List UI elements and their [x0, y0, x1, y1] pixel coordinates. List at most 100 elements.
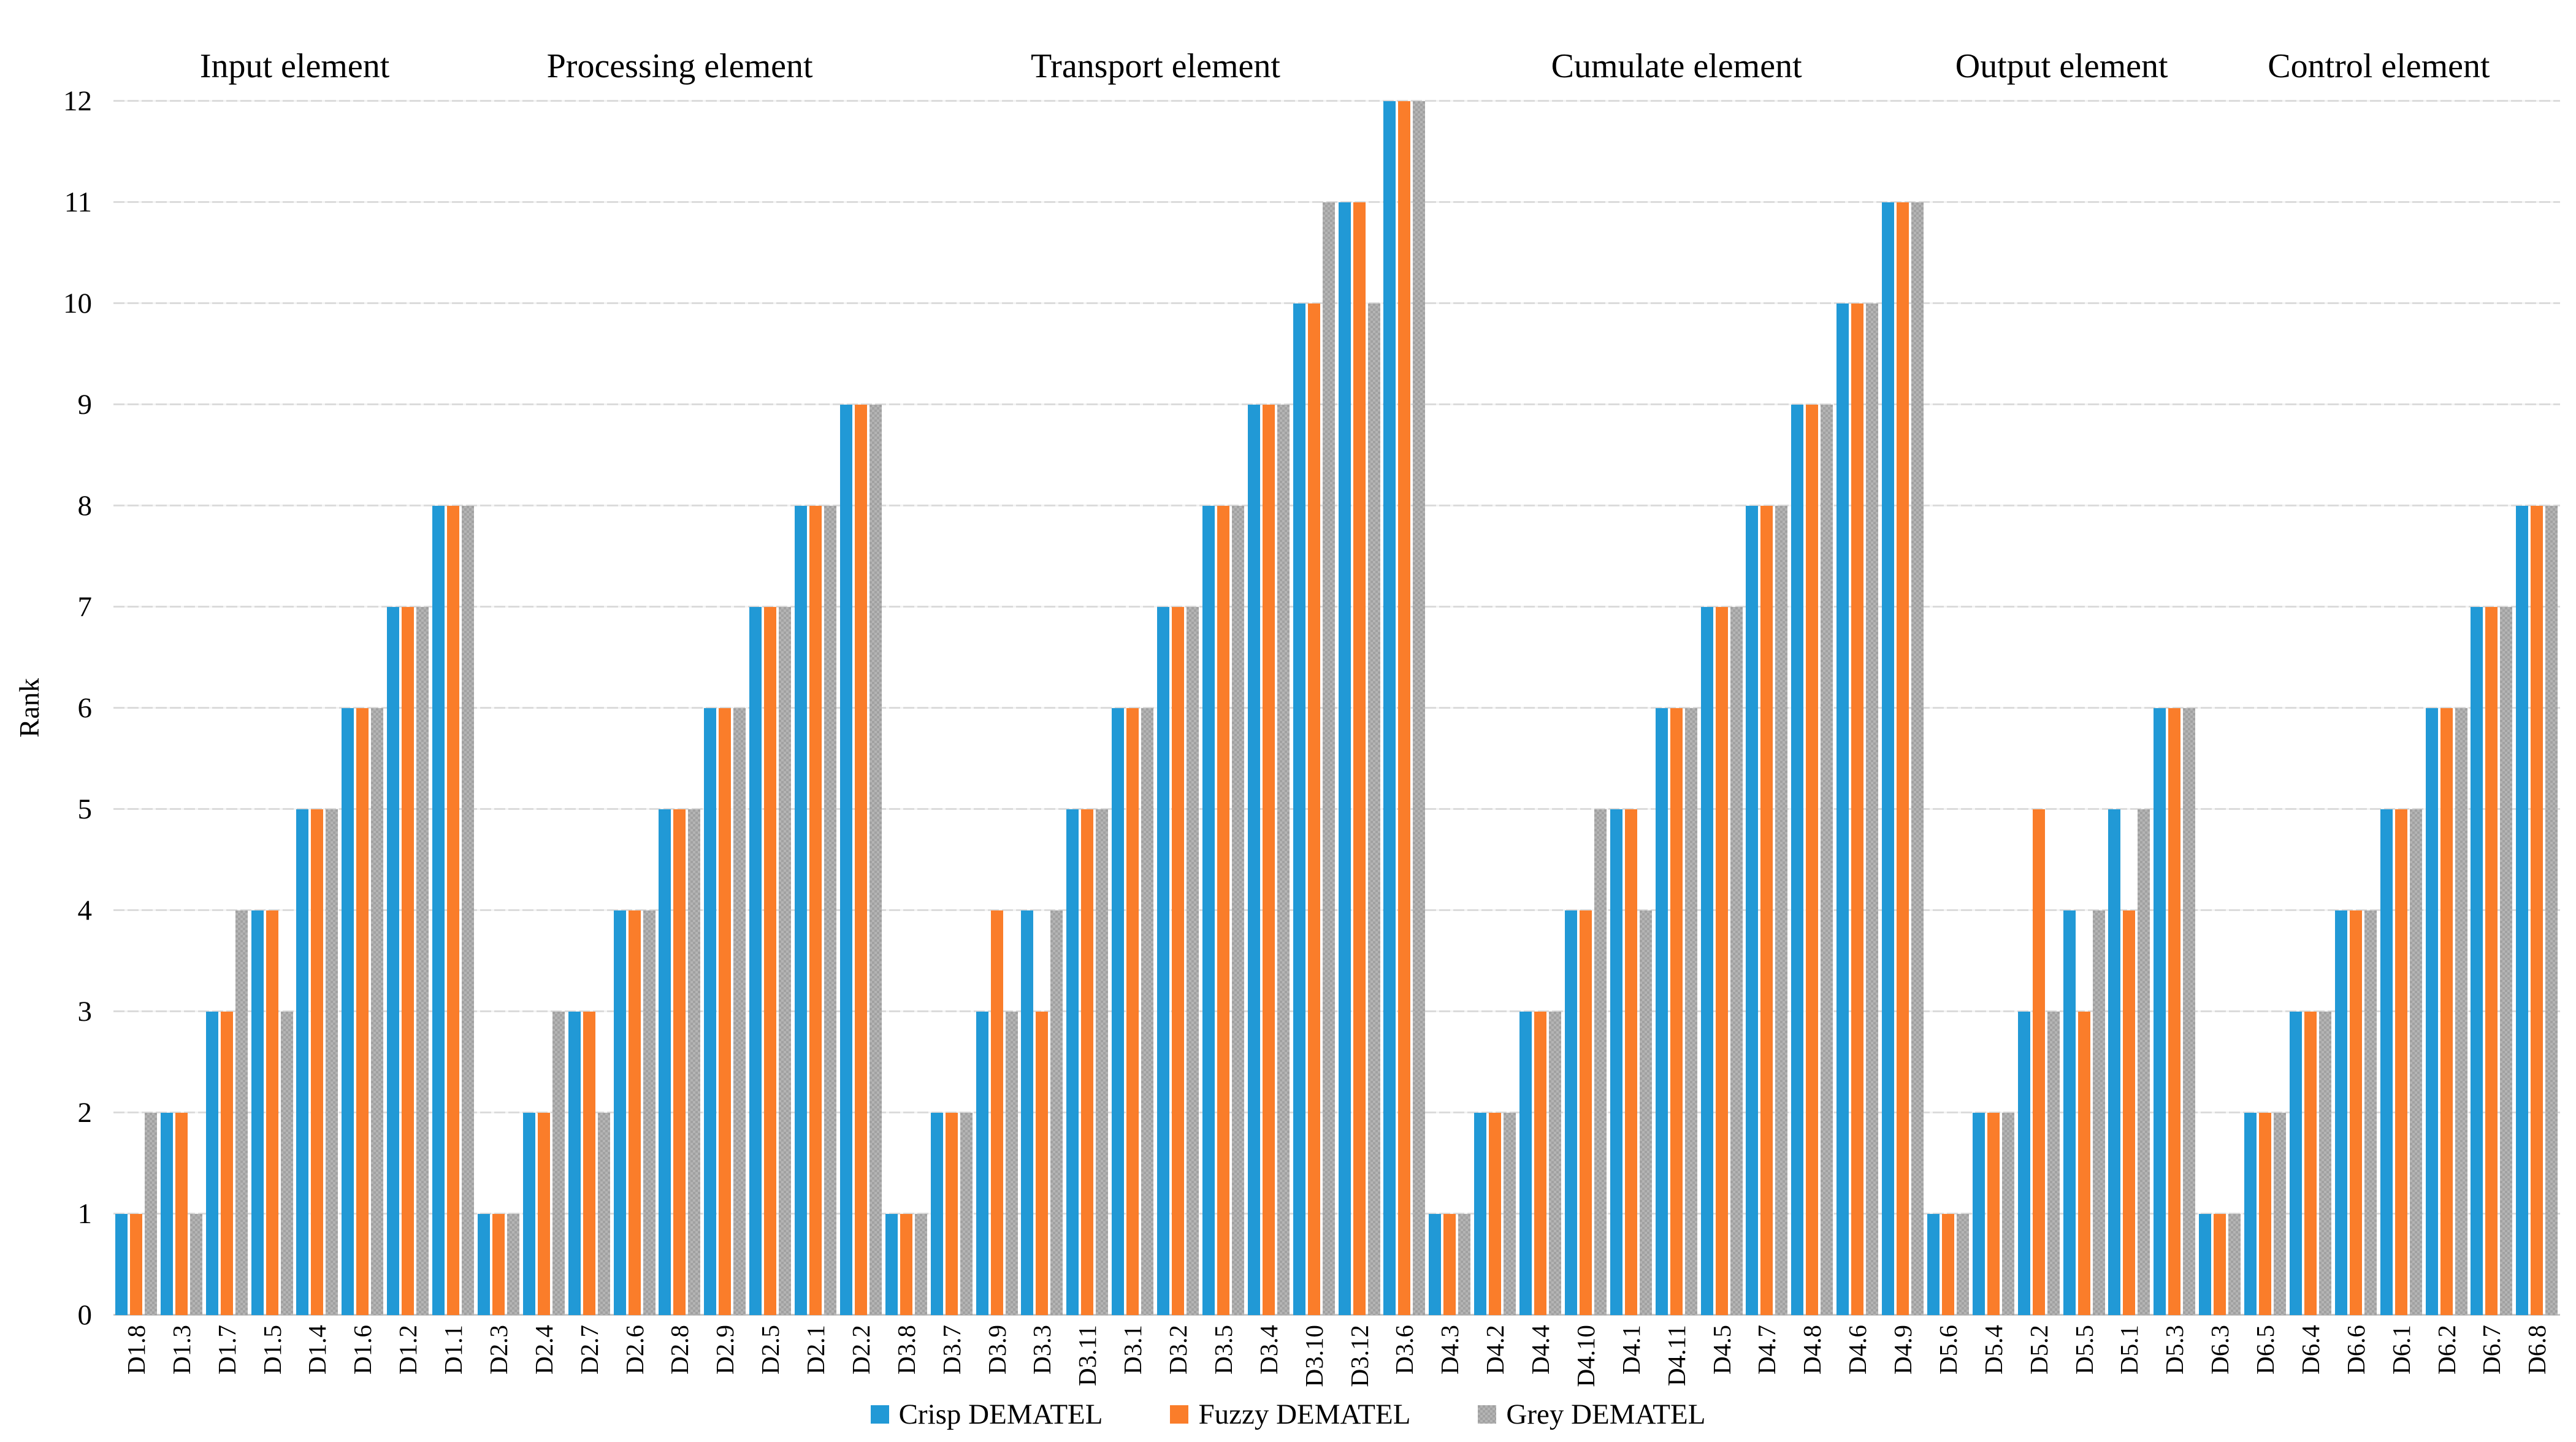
bar-group-D1.2: [385, 101, 430, 1315]
bar-grey-D2.6: [643, 910, 655, 1315]
bar-group-D2.2: [838, 101, 884, 1315]
x-tick-label: D3.11: [1073, 1325, 1102, 1386]
bar-fuzzy-D4.5: [1715, 607, 1728, 1315]
bar-group-D5.5: [2062, 101, 2107, 1315]
bar-grey-D2.2: [869, 405, 882, 1315]
bar-group-D1.1: [430, 101, 476, 1315]
bar-group-D6.5: [2242, 101, 2288, 1315]
bar-group-D4.4: [1518, 101, 1563, 1315]
bar-fuzzy-D6.8: [2531, 506, 2544, 1315]
bar-group-D4.11: [1654, 101, 1699, 1315]
legend-swatch-fuzzy-icon: [1170, 1405, 1189, 1424]
bar-group-D2.6: [612, 101, 657, 1315]
bar-crisp-D2.3: [477, 1214, 490, 1315]
bar-fuzzy-D1.3: [175, 1113, 188, 1315]
bar-fuzzy-D3.9: [990, 910, 1003, 1315]
bar-crisp-D2.8: [659, 809, 671, 1315]
x-tick-label: D3.3: [1028, 1325, 1057, 1375]
bar-grey-D5.1: [2138, 809, 2150, 1315]
bar-fuzzy-D3.1: [1126, 708, 1139, 1315]
x-tick-label: D2.8: [665, 1325, 694, 1375]
legend-item-crisp: Crisp DEMATEL: [870, 1398, 1103, 1431]
bar-grey-D3.3: [1050, 910, 1063, 1315]
section-header-row: Input element Processing element Transport…: [113, 40, 2560, 92]
x-tick-label: D3.8: [892, 1325, 920, 1375]
bar-fuzzy-D6.5: [2259, 1113, 2272, 1315]
bar-grey-D5.5: [2092, 910, 2105, 1315]
bar-group-D2.7: [567, 101, 612, 1315]
bar-crisp-D4.7: [1746, 506, 1759, 1315]
x-tick-label: D4.11: [1662, 1325, 1691, 1386]
x-tick-label: D4.4: [1526, 1325, 1555, 1375]
bar-fuzzy-D4.2: [1489, 1113, 1502, 1315]
legend-item-grey: Grey DEMATEL: [1478, 1398, 1705, 1431]
bar-group-D3.5: [1201, 101, 1246, 1315]
bar-group-D5.6: [1925, 101, 1971, 1315]
bar-crisp-D1.2: [387, 607, 400, 1315]
bar-crisp-D6.7: [2471, 607, 2483, 1315]
bar-crisp-D6.5: [2244, 1113, 2257, 1315]
x-tick-label: D2.4: [529, 1325, 558, 1375]
x-tick-label: D6.8: [2523, 1325, 2551, 1375]
bar-group-D4.2: [1472, 101, 1518, 1315]
gridline-y3: [113, 1010, 2560, 1012]
bar-crisp-D3.5: [1202, 506, 1215, 1315]
y-tick-label-0: 0: [77, 1299, 93, 1331]
bar-group-D4.10: [1563, 101, 1608, 1315]
bar-crisp-D2.6: [613, 910, 626, 1315]
bar-crisp-D3.9: [976, 1012, 988, 1315]
gridline-y9: [113, 403, 2560, 405]
bar-group-D4.5: [1699, 101, 1745, 1315]
bar-grey-D4.7: [1775, 506, 1788, 1315]
bar-fuzzy-D2.8: [673, 809, 686, 1315]
bar-crisp-D1.6: [342, 708, 354, 1315]
plot-area: D1.8 D1.3 D1.7 D1.5 D1.4 D1.6 D1.2 D1.1 D2.3 D2.4…: [63, 85, 2560, 1387]
bar-crisp-D4.8: [1791, 405, 1804, 1315]
bar-grey-D4.2: [1504, 1113, 1516, 1315]
x-tick-label: D4.2: [1481, 1325, 1510, 1375]
x-tick-label: D1.4: [303, 1325, 332, 1375]
section-label-cumulate-element: Cumulate element: [1551, 47, 1802, 85]
bar-group-D2.8: [657, 101, 703, 1315]
bar-crisp-D5.1: [2108, 809, 2121, 1315]
y-tick-label-7: 7: [77, 591, 93, 623]
bar-grey-D1.2: [416, 607, 429, 1315]
bar-grey-D2.1: [824, 506, 837, 1315]
legend-swatch-crisp-icon: [870, 1405, 889, 1424]
bar-fuzzy-D4.9: [1897, 202, 1909, 1315]
bar-grey-D2.4: [552, 1012, 565, 1315]
bar-crisp-D5.6: [1927, 1214, 1940, 1315]
x-tick-label: D3.2: [1164, 1325, 1193, 1375]
bar-crisp-D1.1: [432, 506, 445, 1315]
bar-group-D1.8: [113, 101, 159, 1315]
section-label-transport-element: Transport element: [1030, 47, 1280, 85]
x-tick-label: D3.5: [1209, 1325, 1237, 1375]
gridline-y4: [113, 909, 2560, 911]
bar-group-D5.2: [2016, 101, 2062, 1315]
x-tick-label: D3.9: [982, 1325, 1011, 1375]
x-tick-label: D4.7: [1752, 1325, 1781, 1375]
gridline-y5: [113, 808, 2560, 810]
x-tick-label: D4.8: [1798, 1325, 1827, 1375]
bar-fuzzy-D1.1: [447, 506, 460, 1315]
bar-group-D6.1: [2379, 101, 2424, 1315]
bar-fuzzy-D6.7: [2485, 607, 2498, 1315]
bar-crisp-D2.4: [522, 1113, 535, 1315]
bar-crisp-D5.5: [2063, 910, 2076, 1315]
bar-fuzzy-D2.7: [583, 1012, 595, 1315]
bar-crisp-D6.1: [2380, 809, 2393, 1315]
y-tick-label-4: 4: [77, 895, 93, 926]
bar-grey-D4.1: [1639, 910, 1652, 1315]
bar-group-D4.3: [1427, 101, 1472, 1315]
bar-group-D4.9: [1880, 101, 1925, 1315]
bar-grey-D3.6: [1413, 101, 1426, 1315]
bar-fuzzy-D4.4: [1534, 1012, 1547, 1315]
bar-group-D4.6: [1835, 101, 1880, 1315]
bar-group-D2.4: [521, 101, 567, 1315]
bar-fuzzy-D2.1: [809, 506, 822, 1315]
bar-crisp-D1.5: [251, 910, 264, 1315]
x-tick-label: D2.7: [575, 1325, 603, 1375]
gridline-y7: [113, 606, 2560, 608]
bar-crisp-D5.2: [2017, 1012, 2030, 1315]
